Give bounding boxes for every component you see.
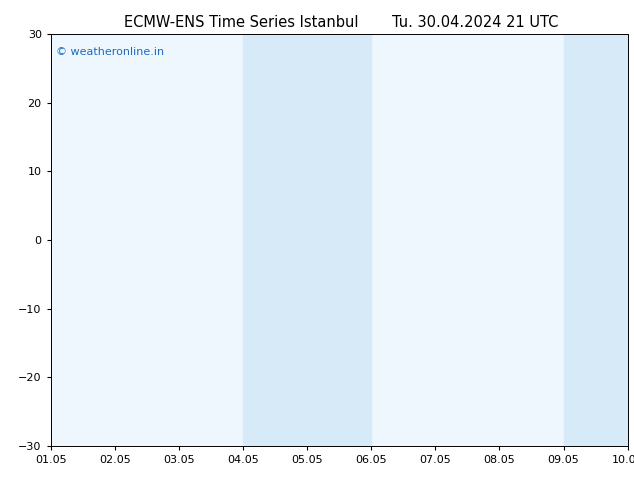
Text: ECMW-ENS Time Series Istanbul: ECMW-ENS Time Series Istanbul bbox=[124, 15, 358, 30]
Text: © weatheronline.in: © weatheronline.in bbox=[56, 47, 165, 57]
Text: Tu. 30.04.2024 21 UTC: Tu. 30.04.2024 21 UTC bbox=[392, 15, 559, 30]
Bar bbox=[564, 34, 628, 446]
Bar bbox=[243, 34, 372, 446]
